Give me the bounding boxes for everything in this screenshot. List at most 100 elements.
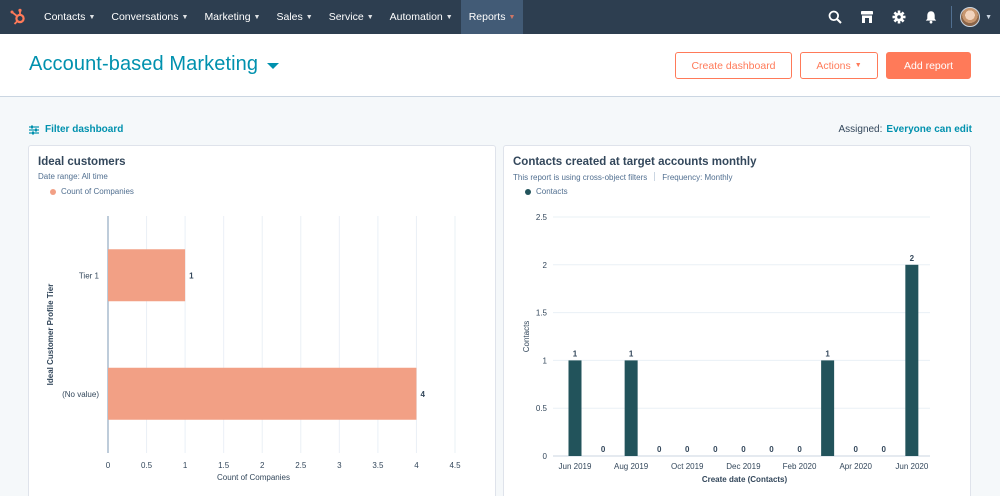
data-label: 0 xyxy=(853,445,858,454)
nav-item-label: Contacts xyxy=(44,11,86,23)
add-report-label: Add report xyxy=(903,59,954,72)
card-subtitle: Date range: All time xyxy=(38,172,108,181)
top-navigation: Contacts ▼ Conversations ▼ Marketing ▼ Sales ▼ S… xyxy=(0,0,1000,34)
x-tick-label: 2 xyxy=(260,461,265,470)
chevron-down-icon: ▼ xyxy=(253,13,261,21)
y-category-label: (No value) xyxy=(62,390,99,399)
chevron-down-icon: ▼ xyxy=(88,13,96,21)
nav-item-label: Reports xyxy=(468,11,506,23)
data-label: 1 xyxy=(573,349,578,358)
data-label: 4 xyxy=(420,390,425,399)
nav-item-marketing[interactable]: Marketing ▼ xyxy=(196,0,268,34)
x-tick-label: 0 xyxy=(106,461,111,470)
data-label: 0 xyxy=(685,445,690,454)
card-subtitle-filters: This report is using cross-object filter… xyxy=(513,173,648,182)
x-tick-label: 0.5 xyxy=(141,461,153,470)
x-tick-label: 3 xyxy=(337,461,342,470)
nav-item-conversations[interactable]: Conversations ▼ xyxy=(103,0,196,34)
x-axis-title: Create date (Contacts) xyxy=(702,475,788,484)
legend-label: Count of Companies xyxy=(61,187,134,196)
y-tick-label: 2 xyxy=(543,261,548,270)
card-subtitle-frequency: Frequency: Monthly xyxy=(662,173,733,182)
x-tick-label: Aug 2019 xyxy=(614,462,649,471)
data-label: 0 xyxy=(797,445,802,454)
actions-label: Actions xyxy=(816,59,851,72)
data-label: 0 xyxy=(882,445,887,454)
add-report-button[interactable]: Add report xyxy=(886,52,971,79)
data-label: 2 xyxy=(910,254,915,263)
nav-item-automation[interactable]: Automation ▼ xyxy=(382,0,461,34)
chevron-down-icon: ▼ xyxy=(181,13,189,21)
data-label: 0 xyxy=(769,445,774,454)
y-category-label: Tier 1 xyxy=(79,271,100,280)
report-card-ideal-customers: Ideal customers Date range: All time Cou… xyxy=(28,145,496,496)
bar xyxy=(905,264,919,456)
nav-item-label: Conversations xyxy=(111,11,179,23)
data-label: 1 xyxy=(629,349,634,358)
x-tick-label: 3.5 xyxy=(372,461,384,470)
y-axis-title: Contacts xyxy=(522,321,531,353)
y-tick-label: 1 xyxy=(543,356,548,365)
nav-item-reports[interactable]: Reports ▼ xyxy=(460,0,524,34)
actions-button[interactable]: Actions ▼ xyxy=(800,52,878,79)
contacts-monthly-chart: 0 0.5 1 1.5 2 2.5 1 Jun 2019 0 1 Aug 2019 0 0 Oct 201… xyxy=(522,213,930,484)
data-label: 0 xyxy=(601,445,606,454)
data-label: 1 xyxy=(825,349,830,358)
bar xyxy=(821,360,835,456)
create-dashboard-label: Create dashboard xyxy=(691,59,776,72)
ideal-customers-chart: 0 0.5 1 1.5 2 2.5 3 3.5 4 4.5 1 Tier 1 4 (No value) Co… xyxy=(46,216,461,482)
y-tick-label: 1.5 xyxy=(536,309,548,318)
y-tick-label: 0 xyxy=(543,452,548,461)
hubspot-logo-icon[interactable] xyxy=(0,0,36,34)
chart-legend: Contacts xyxy=(525,187,568,196)
x-axis-title: Count of Companies xyxy=(217,473,290,482)
x-tick-label: Feb 2020 xyxy=(783,462,817,471)
nav-item-contacts[interactable]: Contacts ▼ xyxy=(36,0,103,34)
page-title[interactable]: Account-based Marketing xyxy=(29,53,259,75)
y-tick-label: 2.5 xyxy=(536,213,548,222)
nav-item-label: Automation xyxy=(389,11,443,23)
marketplace-icon[interactable] xyxy=(851,0,883,34)
x-tick-label: Dec 2019 xyxy=(726,462,761,471)
filter-dashboard-button[interactable]: Filter dashboard xyxy=(29,124,123,135)
settings-icon[interactable] xyxy=(883,0,915,34)
chevron-down-icon: ▼ xyxy=(305,13,313,21)
card-title[interactable]: Contacts created at target accounts mont… xyxy=(513,156,757,168)
legend-dot xyxy=(50,188,56,195)
data-label: 1 xyxy=(189,271,194,280)
nav-divider xyxy=(951,6,953,28)
avatar[interactable] xyxy=(960,7,981,27)
assigned-label: Assigned: xyxy=(838,124,883,135)
subtitle-divider xyxy=(654,172,656,181)
x-tick-label: 4.5 xyxy=(449,461,461,470)
notifications-icon[interactable] xyxy=(915,0,947,34)
chevron-down-icon: ▼ xyxy=(366,13,374,21)
nav-item-sales[interactable]: Sales ▼ xyxy=(268,0,320,34)
x-tick-label: 4 xyxy=(414,461,419,470)
x-tick-label: Jun 2019 xyxy=(559,462,592,471)
nav-item-service[interactable]: Service ▼ xyxy=(321,0,382,34)
chevron-down-icon: ▼ xyxy=(445,13,453,21)
nav-item-label: Sales xyxy=(276,11,303,23)
caret-down-icon: ▼ xyxy=(854,62,862,69)
bar xyxy=(568,360,582,456)
search-icon[interactable] xyxy=(819,0,851,34)
filter-dashboard-label: Filter dashboard xyxy=(45,124,124,135)
x-tick-label: Apr 2020 xyxy=(839,462,872,471)
chevron-down-icon: ▼ xyxy=(508,13,516,21)
chevron-down-icon[interactable]: ▼ xyxy=(985,13,992,21)
card-title[interactable]: Ideal customers xyxy=(38,156,126,168)
legend-dot xyxy=(525,188,531,195)
assigned-info: Assigned: Everyone can edit xyxy=(838,124,972,135)
data-label: 0 xyxy=(657,445,662,454)
data-label: 0 xyxy=(713,445,718,454)
assigned-value-link[interactable]: Everyone can edit xyxy=(886,124,972,135)
create-dashboard-button[interactable]: Create dashboard xyxy=(675,52,792,79)
y-tick-label: 0.5 xyxy=(536,404,548,413)
bar xyxy=(108,249,186,302)
bar xyxy=(624,360,638,456)
x-tick-label: 1.5 xyxy=(218,461,230,470)
dashboard-switcher-caret-icon[interactable] xyxy=(267,63,279,69)
nav-right: ▼ xyxy=(819,0,1000,34)
x-tick-label: 1 xyxy=(183,461,188,470)
